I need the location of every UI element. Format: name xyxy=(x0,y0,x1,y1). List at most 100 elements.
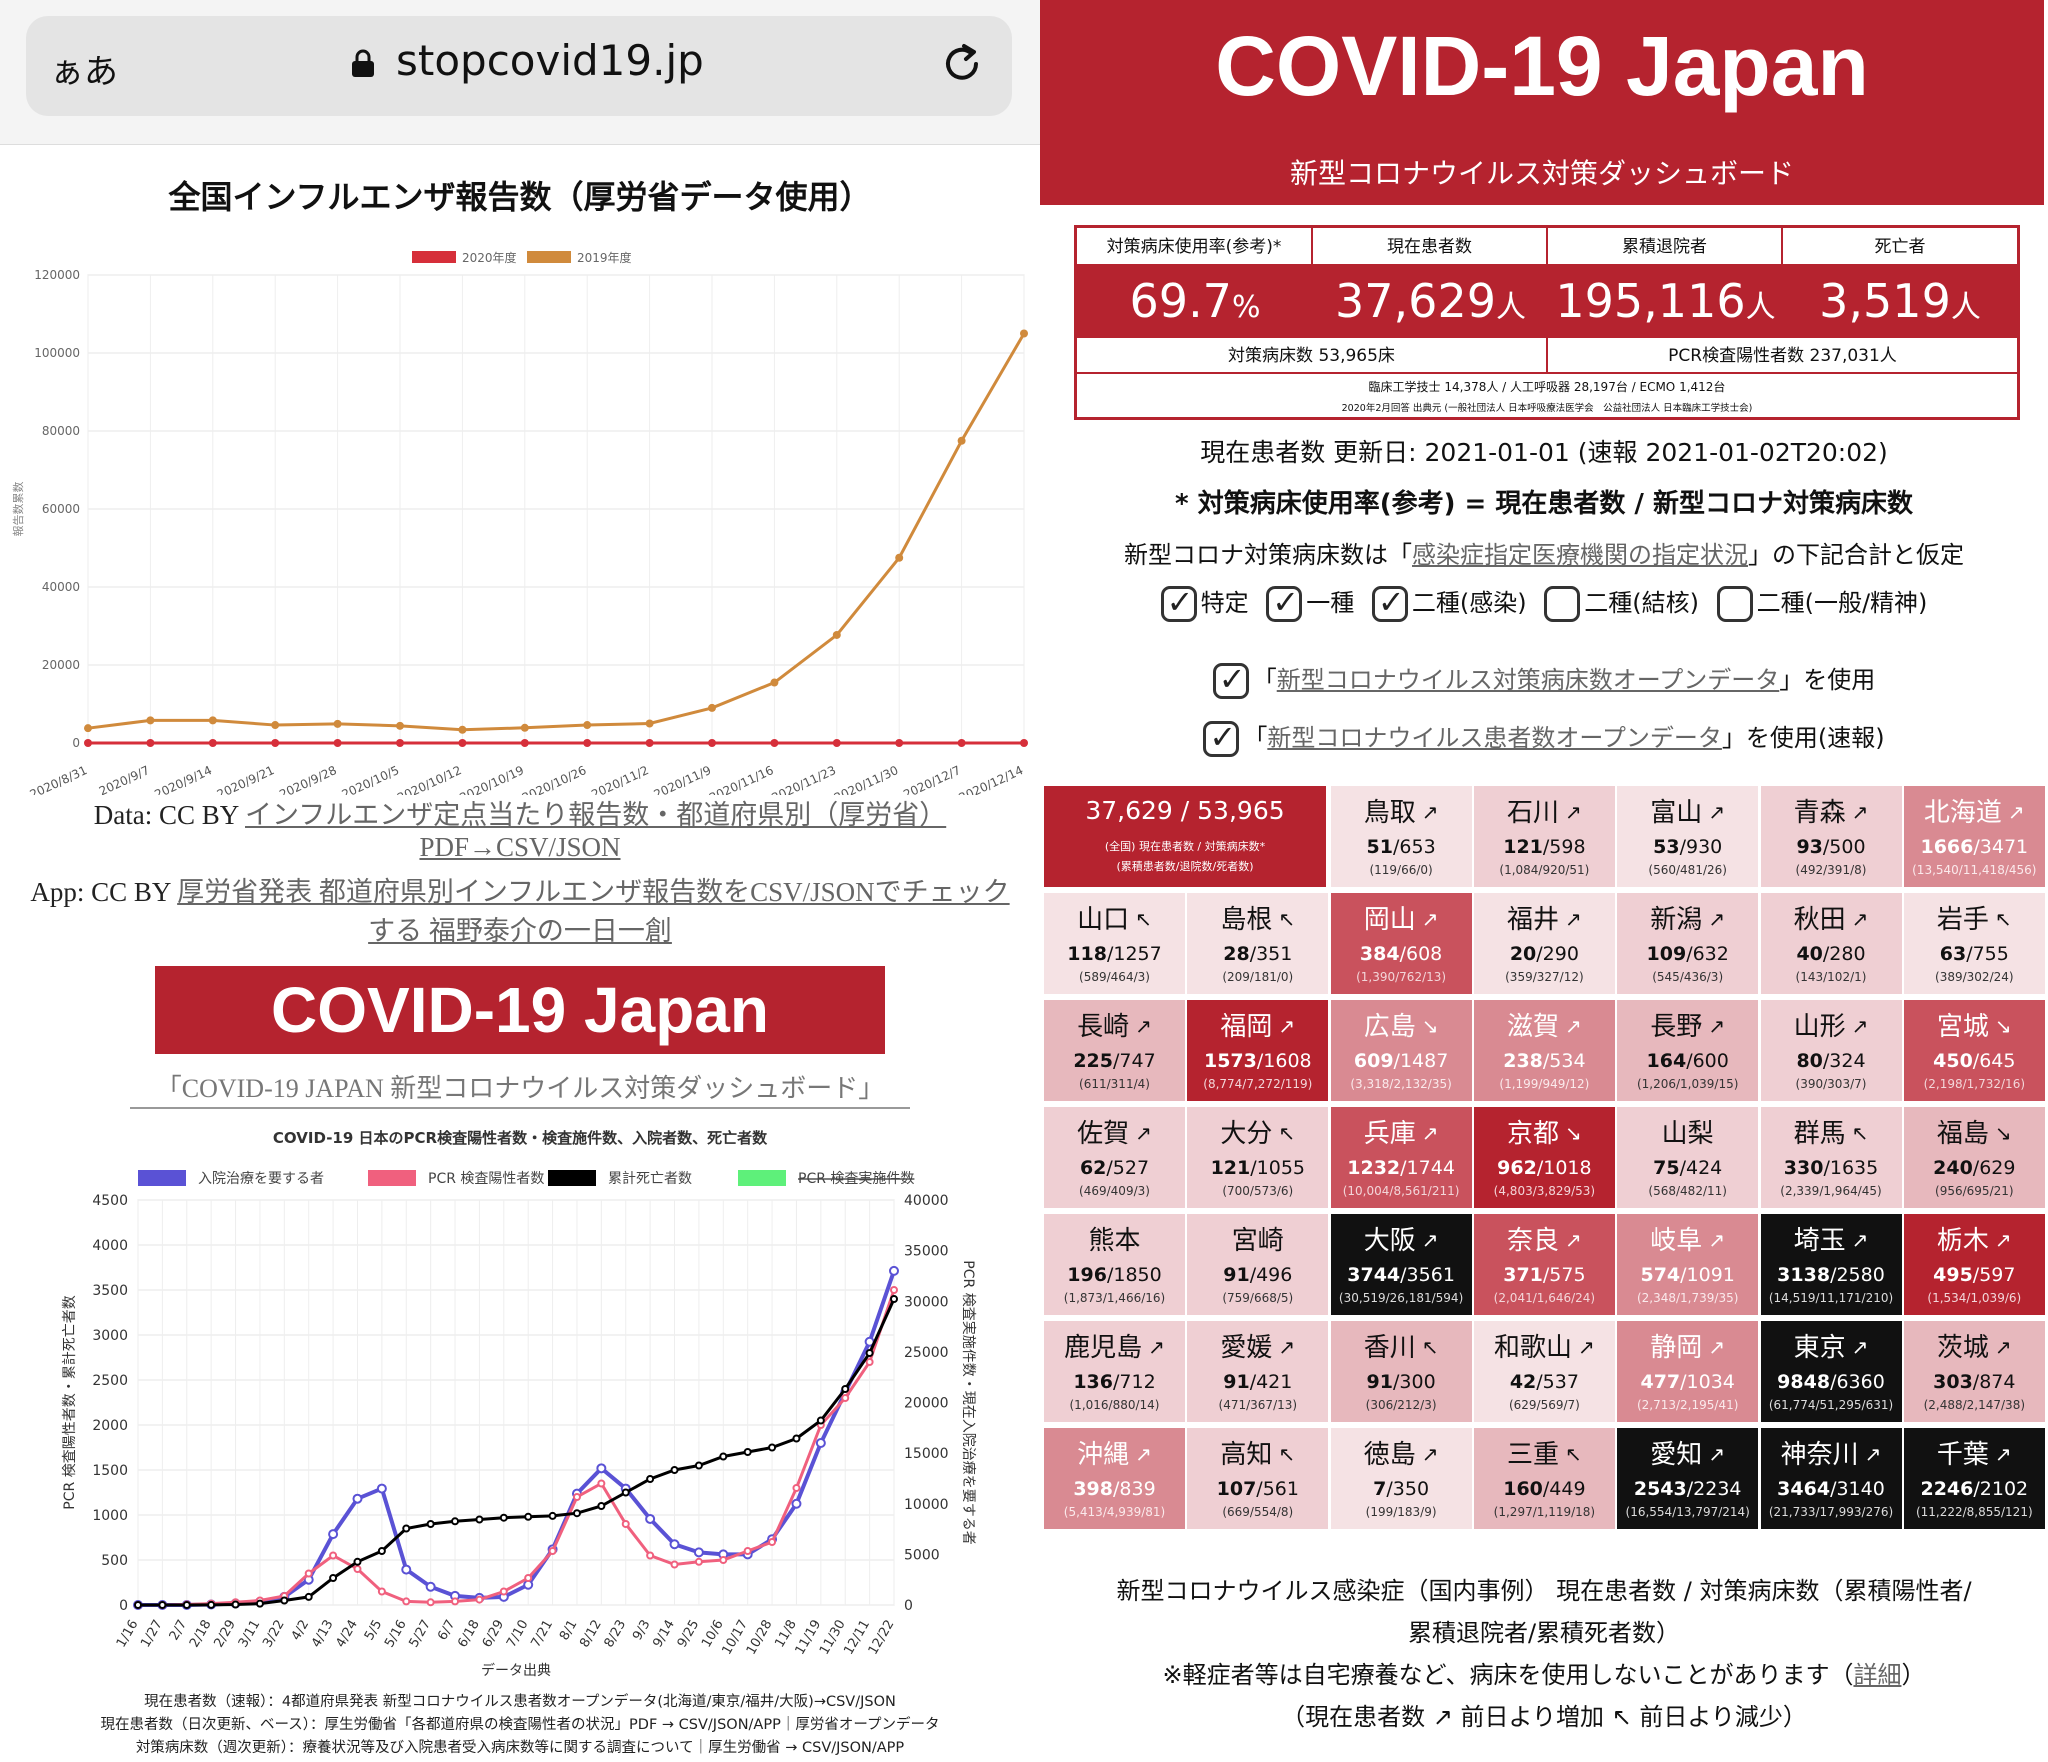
deaths-value: 3,519人 xyxy=(1783,266,2017,336)
pref-cell[interactable]: 群馬 ↖ 330/1635 (2,339/1,964/45) xyxy=(1760,1107,1902,1208)
pref-cell[interactable]: 新潟 ↗ 109/632 (545/436/3) xyxy=(1617,893,1759,994)
checkbox-isshu[interactable] xyxy=(1266,583,1303,622)
checkbox-patient-opendata[interactable] xyxy=(1203,718,1240,757)
pref-name: 島根 ↖ xyxy=(1220,905,1296,935)
pref-cumulative: (568/482/11) xyxy=(1648,1184,1727,1198)
pref-cell[interactable]: 北海道 ↗ 1666/3471 (13,540/11,418/456) xyxy=(1903,786,2045,887)
update-date: 現在患者数 更新日: 2021-01-01 (速報 2021-01-02T20:… xyxy=(1200,438,1888,467)
arrow-up-icon: ↗ xyxy=(1148,1335,1165,1359)
flu-data-link[interactable]: インフルエンザ定点当たり報告数・都道府県別（厚労省） xyxy=(245,800,947,830)
pref-cell[interactable]: 三重 ↖ 160/449 (1,297/1,119/18) xyxy=(1473,1428,1615,1529)
pref-cell[interactable]: 大分 ↖ 121/1055 (700/573/6) xyxy=(1187,1107,1329,1208)
browser-toolbar: ぁあ stopcovid19.jp xyxy=(0,0,1040,145)
pref-cell[interactable]: 秋田 ↗ 40/280 (143/102/1) xyxy=(1760,893,1902,994)
checkbox-tokutei[interactable] xyxy=(1160,583,1197,622)
pref-cell[interactable]: 千葉 ↗ 2246/2102 (11,222/8,855/121) xyxy=(1903,1428,2045,1529)
flu-chart: 0 20000 40000 60000 80000 100000 120000 2020/8/… xyxy=(12,250,1028,795)
pref-cell[interactable]: 兵庫 ↗ 1232/1744 (10,004/8,561/211) xyxy=(1330,1107,1472,1208)
pref-name: 福岡 ↗ xyxy=(1220,1012,1296,1042)
flu-author-link[interactable]: する 福野泰介の一日一創 xyxy=(368,916,672,946)
pref-cell[interactable]: 栃木 ↗ 495/597 (1,534/1,039/6) xyxy=(1903,1214,2045,1315)
details-link[interactable]: 詳細 xyxy=(1853,1661,1902,1689)
discharged-value: 195,116人 xyxy=(1548,266,1783,336)
dashboard-link[interactable]: 「COVID-19 JAPAN 新型コロナウイルス対策ダッシュボード」 xyxy=(130,1068,910,1109)
pref-cell[interactable]: 埼玉 ↗ 3138/2580 (14,519/11,171/210) xyxy=(1760,1214,1902,1315)
note-line-4: （現在患者数 ↗ 前日より増加 ↖ 前日より減少） xyxy=(1281,1703,1807,1731)
pref-cell[interactable]: 山形 ↗ 80/324 (390/303/7) xyxy=(1760,1000,1902,1101)
pref-cell[interactable]: 愛知 ↗ 2543/2234 (16,554/13,797/214) xyxy=(1617,1428,1759,1529)
pref-cell[interactable]: 熊本 196/1850 (1,873/1,466/16) xyxy=(1044,1214,1185,1315)
pref-cell[interactable]: 香川 ↖ 91/300 (306/212/3) xyxy=(1330,1321,1472,1422)
pref-cumulative: (2,713/2,195/41) xyxy=(1636,1398,1739,1412)
pref-cell[interactable]: 宮崎 91/496 (759/668/5) xyxy=(1187,1214,1329,1315)
pref-cell[interactable]: 岐阜 ↗ 574/1091 (2,348/1,739/35) xyxy=(1617,1214,1759,1315)
pref-name: 熊本 xyxy=(1088,1226,1141,1256)
pref-cell[interactable]: 宮城 ↘ 450/645 (2,198/1,732/16) xyxy=(1903,1000,2045,1101)
pref-patients-beds: 3464/3140 xyxy=(1777,1478,1885,1500)
pref-cell[interactable]: 広島 ↘ 609/1487 (3,318/2,132/35) xyxy=(1330,1000,1472,1101)
pref-cell[interactable]: 山口 ↖ 118/1257 (589/464/3) xyxy=(1044,893,1185,994)
pref-cell[interactable]: 愛媛 ↗ 91/421 (471/367/13) xyxy=(1187,1321,1329,1422)
pref-cell[interactable]: 奈良 ↗ 371/575 (2,041/1,646/24) xyxy=(1473,1214,1615,1315)
checkbox-nishu-ippan[interactable] xyxy=(1716,586,1753,622)
reload-icon[interactable] xyxy=(940,40,984,88)
pref-cell[interactable]: 青森 ↗ 93/500 (492/391/8) xyxy=(1760,786,1902,887)
pref-patients-beds: 40/280 xyxy=(1796,943,1866,965)
pref-cell[interactable]: 高知 ↖ 107/561 (669/554/8) xyxy=(1187,1428,1329,1529)
pref-cell[interactable]: 茨城 ↗ 303/874 (2,488/2,147/38) xyxy=(1903,1321,2045,1422)
patient-opendata-link[interactable]: 新型コロナウイルス患者数オープンデータ xyxy=(1267,724,1722,752)
pref-cell[interactable]: 静岡 ↗ 477/1034 (2,713/2,195/41) xyxy=(1617,1321,1759,1422)
pref-cell[interactable]: 富山 ↗ 53/930 (560/481/26) xyxy=(1617,786,1759,887)
pref-cell[interactable]: 徳島 ↗ 7/350 (199/183/9) xyxy=(1330,1428,1472,1529)
pref-cell[interactable]: 大阪 ↗ 3744/3561 (30,519/26,181/594) xyxy=(1330,1214,1472,1315)
covid-japan-banner-link[interactable]: COVID-19 Japan xyxy=(155,966,885,1054)
pref-cumulative: (1,084/920/51) xyxy=(1499,863,1590,877)
data-point xyxy=(271,721,280,730)
flu-app-link[interactable]: 厚労省発表 都道府県別インフルエンザ報告数をCSV/JSONでチェック xyxy=(177,877,1010,907)
arrow-down-icon: ↘ xyxy=(1994,1121,2012,1145)
pref-cell[interactable]: 山梨 75/424 (568/482/11) xyxy=(1617,1107,1759,1208)
url-text[interactable]: stopcovid19.jp xyxy=(396,36,704,85)
data-point xyxy=(645,1513,656,1524)
pref-cell[interactable]: 京都 ↘ 962/1018 (4,803/3,829/53) xyxy=(1473,1107,1615,1208)
flu-pdf-csv-link[interactable]: PDF→CSV/JSON xyxy=(419,832,621,862)
data-point xyxy=(84,739,92,747)
source-line-1[interactable]: 現在患者数（速報）：4都道府県発表 新型コロナウイルス患者数オープンデータ(北海… xyxy=(144,1694,896,1710)
pref-cell[interactable]: 福岡 ↗ 1573/1608 (8,774/7,272/119) xyxy=(1187,1000,1329,1101)
pref-cell[interactable]: 沖縄 ↗ 398/839 (5,413/4,939/81) xyxy=(1044,1428,1185,1529)
pref-cell[interactable]: 鹿児島 ↗ 136/712 (1,016/880/14) xyxy=(1044,1321,1185,1422)
data-point xyxy=(1020,329,1028,338)
pref-cell[interactable]: 長野 ↗ 164/600 (1,206/1,039/15) xyxy=(1617,1000,1759,1101)
pref-cell[interactable]: 滋賀 ↗ 238/534 (1,199/949/12) xyxy=(1473,1000,1615,1101)
checkbox-bed-opendata[interactable] xyxy=(1212,660,1249,699)
checkbox-nishu-kansen[interactable] xyxy=(1371,583,1408,622)
flu-data-credit: Data: CC BY インフルエンザ定点当たり報告数・都道府県別（厚労省） xyxy=(93,800,947,830)
data-point xyxy=(832,630,841,639)
pref-cell[interactable]: 和歌山 ↗ 42/537 (629/569/7) xyxy=(1473,1321,1615,1422)
address-bar[interactable] xyxy=(26,16,1012,116)
x-tick-label: 9/14 xyxy=(650,1618,678,1651)
pref-cell[interactable]: 東京 ↗ 9848/6360 (61,774/51,295/631) xyxy=(1760,1321,1902,1422)
pref-name: 岐阜 ↗ xyxy=(1650,1226,1726,1256)
pref-name: 兵庫 ↗ xyxy=(1363,1119,1439,1149)
text-size-button[interactable]: ぁあ xyxy=(50,52,118,92)
pref-cell[interactable]: 神奈川 ↗ 3464/3140 (21,733/17,993/276) xyxy=(1760,1428,1902,1529)
bed-opendata-link[interactable]: 新型コロナウイルス対策病床数オープンデータ xyxy=(1276,666,1780,694)
pref-cumulative: (492/391/8) xyxy=(1795,863,1867,877)
checkbox-nishu-kekkaku[interactable] xyxy=(1544,586,1581,622)
pref-cell[interactable]: 長崎 ↗ 225/747 (611/311/4) xyxy=(1044,1000,1185,1101)
national-cell[interactable]: 37,629 / 53,965 (全国) 現在患者数 / 対策病床数* (累積患… xyxy=(1044,786,1326,887)
pref-cell[interactable]: 佐賀 ↗ 62/527 (469/409/3) xyxy=(1044,1107,1185,1208)
pref-cell[interactable]: 福井 ↗ 20/290 (359/327/12) xyxy=(1473,893,1615,994)
pref-cell[interactable]: 岩手 ↖ 63/755 (389/302/24) xyxy=(1903,893,2045,994)
designation-link[interactable]: 感染症指定医療機関の指定状況 xyxy=(1412,541,1748,569)
data-point xyxy=(957,739,966,747)
pref-cell[interactable]: 岡山 ↗ 384/608 (1,390/762/13) xyxy=(1330,893,1472,994)
pref-cumulative: (2,041/1,646/24) xyxy=(1493,1291,1596,1305)
pref-cell[interactable]: 鳥取 ↗ 51/653 (119/66/0) xyxy=(1330,786,1472,887)
pref-cell[interactable]: 島根 ↖ 28/351 (209/181/0) xyxy=(1187,893,1329,994)
source-line-3[interactable]: 対策病床数（週次更新）：療養状況等及び入院患者受入病床数等に関する調査について｜… xyxy=(135,1740,905,1756)
source-line-2[interactable]: 現在患者数（日次更新、ベース）：厚生労働省「各都道府県の検査陽性者の状況」PDF… xyxy=(100,1717,940,1733)
pref-cell[interactable]: 福島 ↘ 240/629 (956/695/21) xyxy=(1903,1107,2045,1208)
pref-cell[interactable]: 石川 ↗ 121/598 (1,084/920/51) xyxy=(1473,786,1615,887)
